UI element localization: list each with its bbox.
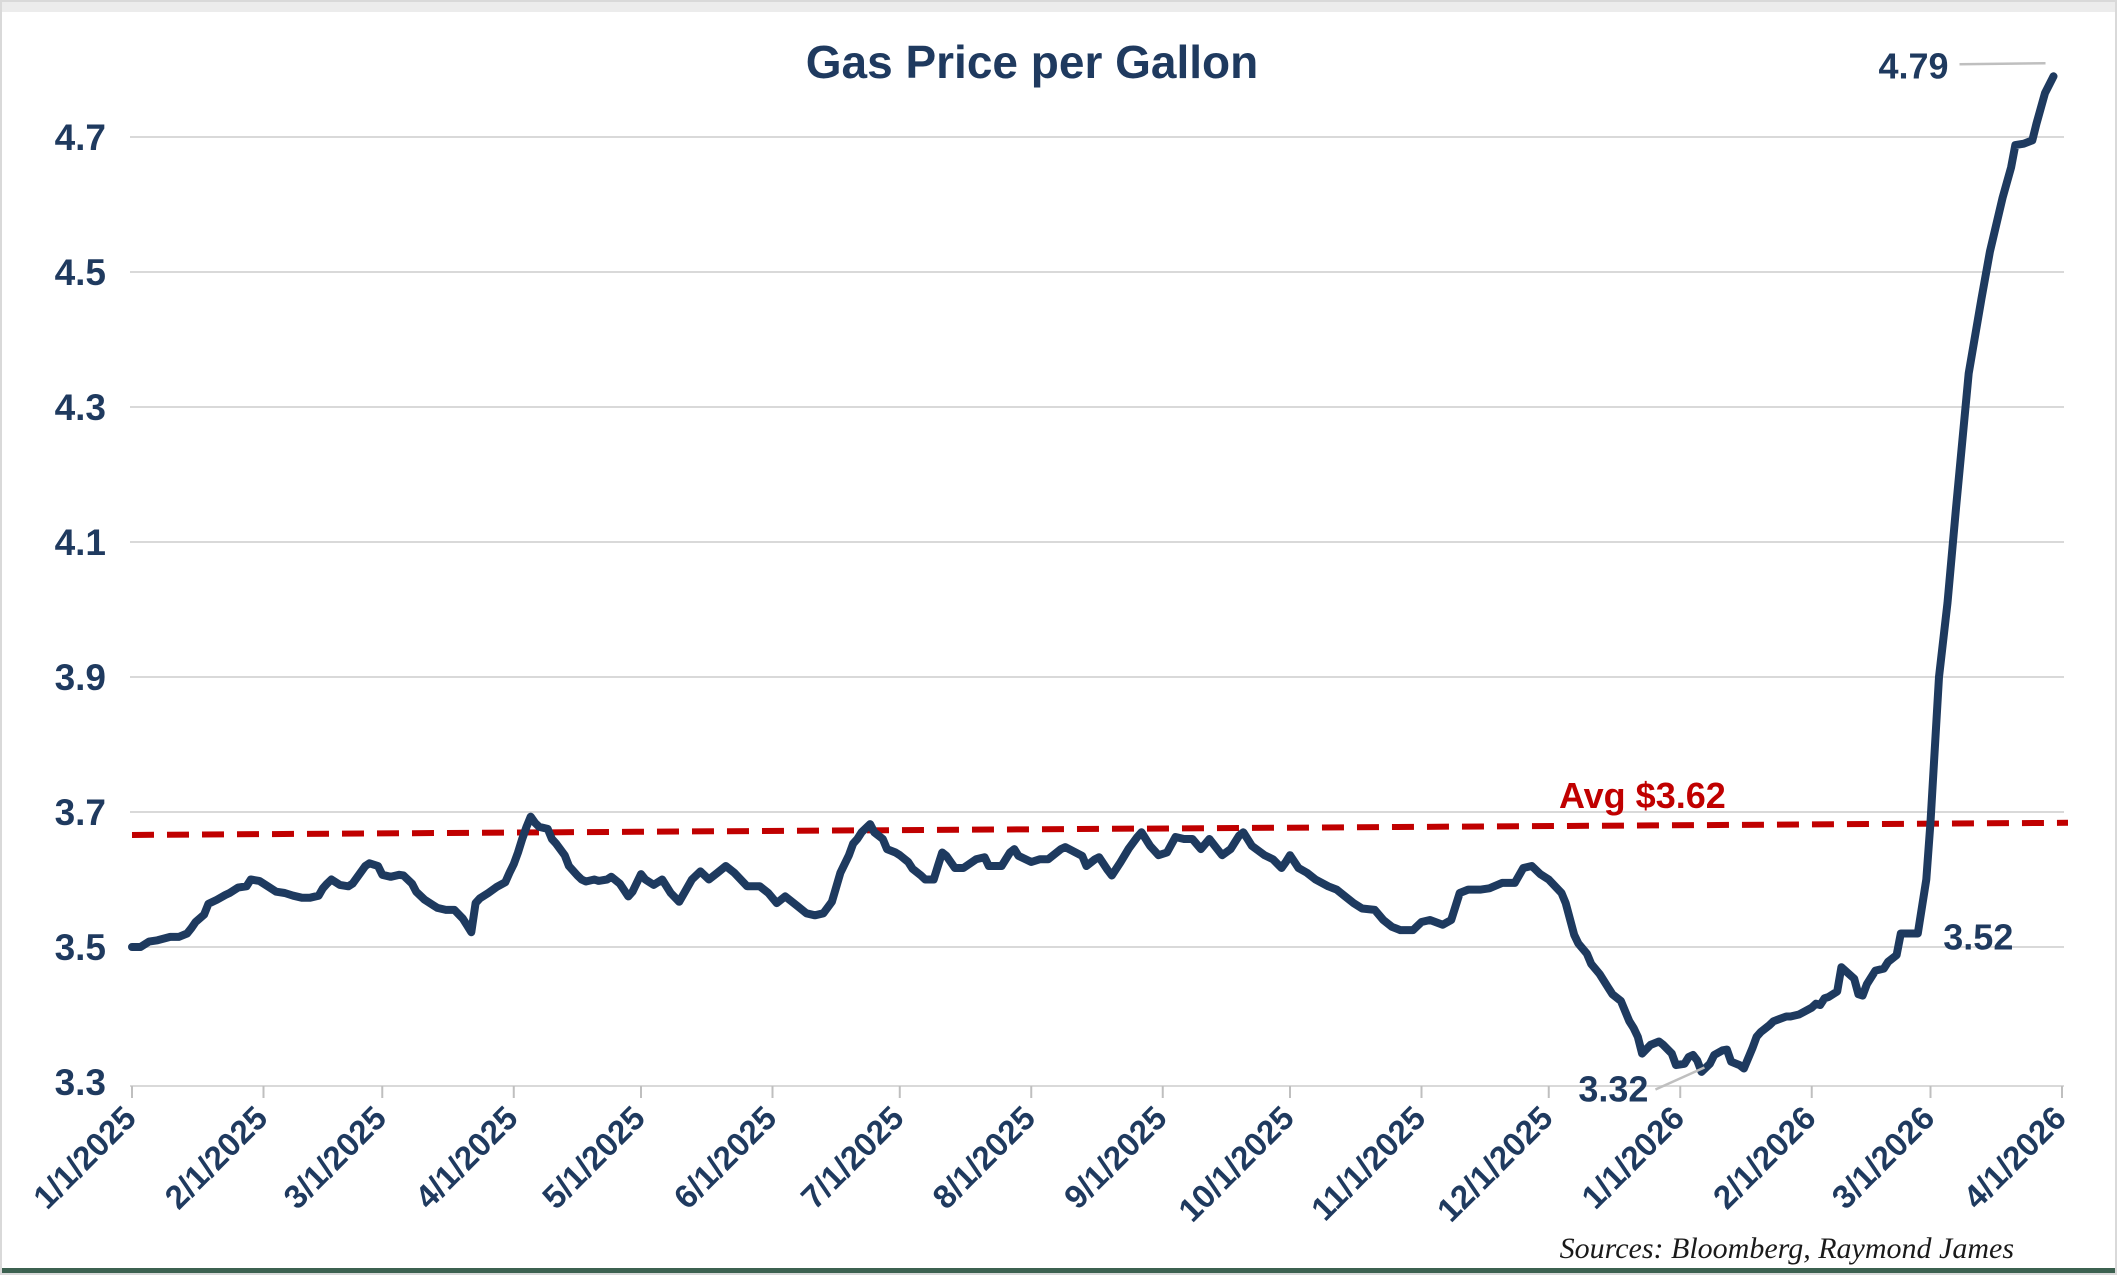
x-axis-tick-label: 1/1/2025 [26, 1099, 143, 1216]
axis-tick-labels: 3.3 3.5 3.7 3.9 4.1 4.3 4.5 4.7 1/1/2025 2/1/2025… [26, 117, 2073, 1229]
chart-title: Gas Price per Gallon [806, 36, 1259, 88]
x-axis-tick-label: 5/1/2025 [535, 1099, 652, 1216]
y-axis-tick-label: 4.7 [55, 117, 106, 158]
source-credit: Sources: Bloomberg, Raymond James [1560, 1232, 2014, 1265]
price-line [128, 72, 2058, 1076]
average-dashed-line [131, 819, 2069, 838]
x-axis-tick-label: 3/1/2026 [1824, 1099, 1941, 1216]
x-axis-tick-label: 6/1/2025 [666, 1099, 783, 1216]
x-axis-tick-label: 11/1/2025 [1304, 1099, 1433, 1228]
x-axis [130, 1085, 2064, 1098]
x-axis-tick-label: 7/1/2025 [794, 1099, 911, 1216]
annotation-pre-surge-value: 3.52 [1943, 917, 2013, 958]
y-axis-tick-label: 3.7 [55, 792, 106, 833]
price-series-line [128, 72, 2058, 1076]
y-axis-tick-label: 3.9 [55, 657, 106, 698]
x-axis-tick-label: 2/1/2025 [157, 1099, 274, 1216]
bottom-border-bar [2, 1268, 2115, 1273]
x-axis-tick-label: 8/1/2025 [925, 1099, 1042, 1216]
annotation-leader-lines [1654, 62, 2046, 1091]
x-axis-tick-label: 3/1/2025 [276, 1099, 393, 1216]
avg-dashed-line [131, 819, 2069, 838]
x-axis-tick-label: 9/1/2025 [1057, 1099, 1174, 1216]
x-axis-tick-label: 12/1/2025 [1430, 1099, 1560, 1229]
y-axis-tick-label: 3.3 [55, 1062, 106, 1103]
y-axis-tick-label: 4.3 [55, 387, 106, 428]
peak-leader-line [1959, 62, 2046, 66]
low-leader-line [1654, 1066, 1705, 1091]
y-axis-tick-label: 4.5 [55, 252, 106, 293]
top-border-strip [2, 2, 2115, 12]
x-axis-tick-label: 10/1/2025 [1171, 1099, 1301, 1229]
x-axis-tick-label: 1/1/2026 [1574, 1099, 1691, 1216]
annotation-low-value: 3.32 [1578, 1069, 1648, 1110]
x-axis-tick-label: 2/1/2026 [1706, 1099, 1823, 1216]
gridlines [130, 136, 2064, 948]
x-axis-tick-label: 4/1/2025 [408, 1099, 525, 1216]
y-axis-tick-label: 3.5 [55, 927, 106, 968]
y-axis-tick-label: 4.1 [55, 522, 106, 563]
annotation-peak-value: 4.79 [1878, 45, 1948, 86]
average-line-label: Avg $3.62 [1559, 775, 1726, 816]
x-axis-tick-label: 4/1/2026 [1956, 1099, 2073, 1216]
